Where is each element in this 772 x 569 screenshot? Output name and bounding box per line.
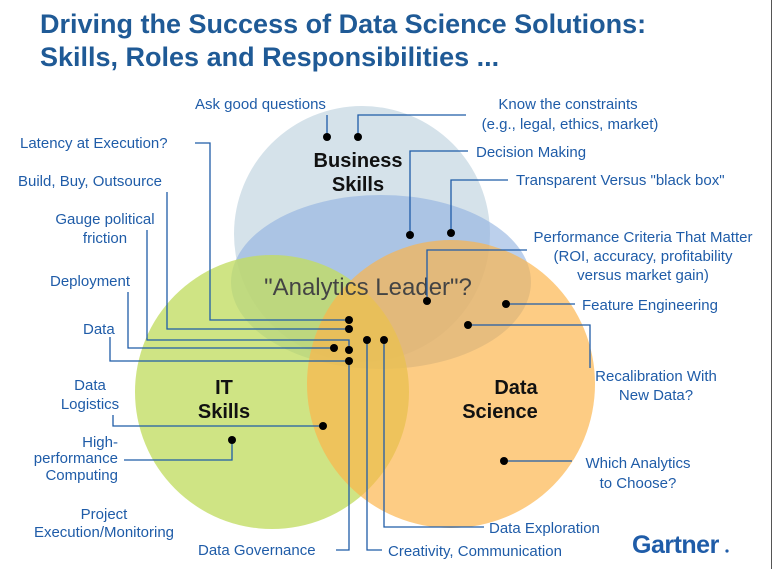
label-know-constraints-2: (e.g., legal, ethics, market) (482, 116, 659, 133)
leader-lines (109, 114, 591, 551)
data-science-label-2: Science (462, 401, 538, 423)
label-creativity: Creativity, Communication (388, 543, 562, 560)
data-science-circle (307, 240, 595, 528)
label-recalibration-2: New Data? (619, 387, 693, 404)
label-know-constraints: Know the constraints (498, 96, 637, 113)
label-data: Data (83, 321, 115, 338)
label-hpc-3: Computing (45, 467, 118, 484)
label-feature-engineering: Feature Engineering (582, 297, 718, 314)
label-ask-good-questions: Ask good questions (195, 96, 326, 113)
label-decision-making: Decision Making (476, 144, 586, 161)
data-science-label: Data (494, 377, 538, 399)
gartner-logo-dot (725, 549, 729, 553)
label-deployment: Deployment (50, 273, 131, 290)
label-performance-criteria: Performance Criteria That Matter (534, 229, 753, 246)
label-data-exploration: Data Exploration (489, 520, 600, 537)
annotation-labels: Ask good questions Know the constraints … (18, 96, 752, 560)
label-hpc: High- (82, 434, 118, 451)
label-gauge-political-2: friction (83, 230, 127, 247)
label-project: Project (81, 506, 129, 523)
label-latency: Latency at Execution? (20, 135, 168, 152)
label-which-analytics-2: to Choose? (600, 475, 677, 492)
label-data-logistics: Data (74, 377, 106, 394)
gartner-logo: Gartner (632, 531, 720, 559)
label-data-governance: Data Governance (198, 542, 316, 559)
label-which-analytics: Which Analytics (585, 455, 690, 472)
label-hpc-2: performance (34, 450, 118, 467)
label-performance-criteria-3: versus market gain) (577, 267, 709, 284)
it-skills-label-2: Skills (198, 401, 250, 423)
label-data-logistics-2: Logistics (61, 396, 119, 413)
title-line-1: Driving the Success of Data Science Solu… (40, 9, 647, 39)
title-line-2: Skills, Roles and Responsibilities ... (40, 42, 500, 72)
it-skills-label: IT (215, 377, 233, 399)
connection-dots (228, 133, 510, 465)
label-transparent: Transparent Versus "black box" (516, 172, 725, 189)
label-project-2: Execution/Monitoring (34, 524, 174, 541)
label-performance-criteria-2: (ROI, accuracy, profitability (554, 248, 733, 265)
label-recalibration: Recalibration With (595, 368, 717, 385)
label-gauge-political: Gauge political (55, 211, 154, 228)
label-build-buy: Build, Buy, Outsource (18, 173, 162, 190)
business-skills-label: Business (314, 150, 403, 172)
analytics-leader-label: "Analytics Leader"? (264, 274, 472, 301)
page-title: Driving the Success of Data Science Solu… (40, 8, 646, 74)
business-skills-label-2: Skills (332, 174, 384, 196)
